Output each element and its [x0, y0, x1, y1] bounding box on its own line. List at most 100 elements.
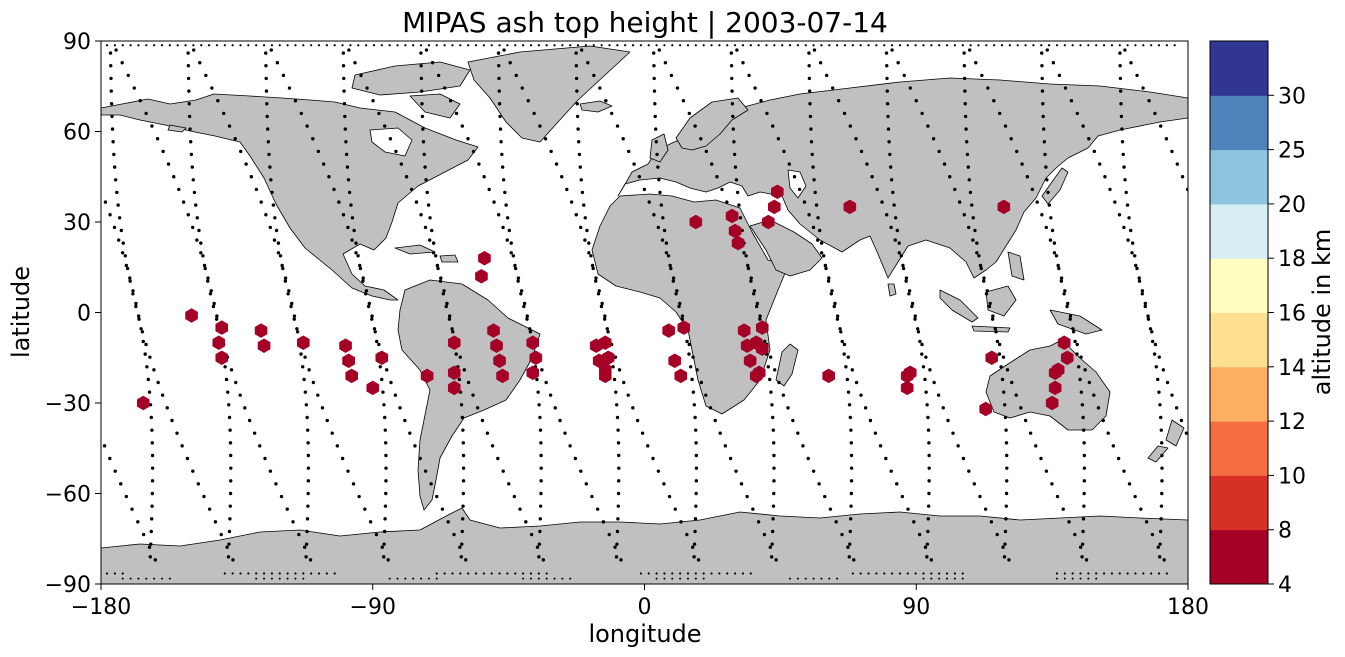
- ash-detection-marker: [752, 365, 766, 381]
- track-point: [150, 441, 154, 445]
- track-point: [671, 572, 674, 575]
- track-point: [731, 127, 736, 131]
- track-point: [373, 330, 377, 334]
- track-point: [693, 124, 697, 128]
- track-point: [1150, 330, 1154, 334]
- track-point: [1082, 479, 1087, 483]
- track-point: [467, 572, 470, 575]
- track-point: [306, 441, 310, 445]
- track-point: [305, 415, 309, 420]
- track-point: [1032, 44, 1035, 47]
- track-point: [529, 532, 534, 537]
- track-point: [501, 469, 505, 473]
- ash-detection-marker: [185, 308, 198, 323]
- ash-detection-marker: [529, 350, 543, 366]
- track-point: [930, 572, 933, 575]
- track-point: [1156, 377, 1160, 382]
- track-point: [652, 51, 656, 55]
- track-point: [545, 577, 548, 580]
- land-java: [971, 325, 1011, 333]
- track-point: [773, 368, 777, 372]
- track-point: [906, 572, 909, 575]
- track-point: [265, 102, 269, 106]
- track-point: [828, 44, 831, 47]
- track-point: [608, 44, 611, 47]
- track-point: [664, 251, 669, 255]
- track-point: [926, 529, 930, 534]
- track-point: [424, 178, 428, 182]
- track-point: [306, 466, 311, 470]
- track-point: [865, 162, 869, 166]
- track-point: [358, 263, 362, 268]
- track-point: [811, 469, 816, 473]
- track-point: [651, 456, 655, 461]
- track-point: [616, 491, 621, 496]
- track-point: [884, 213, 889, 217]
- track-point: [1056, 263, 1060, 268]
- track-point: [680, 314, 685, 318]
- colorbar-tick-label: 25: [1278, 139, 1306, 164]
- track-point: [287, 289, 291, 293]
- track-point: [442, 86, 447, 90]
- track-point: [890, 48, 894, 52]
- track-point: [186, 51, 190, 55]
- track-point: [141, 532, 146, 537]
- ash-detection-marker: [257, 338, 271, 353]
- track-point: [194, 203, 198, 207]
- track-point: [195, 238, 199, 242]
- track-point: [359, 73, 363, 78]
- land-new-guinea: [1049, 309, 1103, 335]
- track-point: [141, 339, 145, 344]
- track-point: [124, 494, 129, 499]
- track-point: [1142, 572, 1145, 575]
- track-point: [139, 327, 143, 331]
- track-point: [587, 241, 591, 245]
- colorbar-bin: [1210, 149, 1268, 205]
- track-point: [1153, 342, 1158, 347]
- track-point: [1098, 162, 1102, 166]
- track-point: [655, 577, 658, 580]
- track-point: [1071, 572, 1074, 575]
- ash-detection-marker: [903, 365, 917, 381]
- track-point: [1130, 251, 1134, 255]
- y-tick-label: −30: [45, 392, 91, 417]
- track-point: [504, 203, 508, 207]
- track-point: [460, 124, 465, 128]
- track-point: [192, 190, 197, 195]
- track-point: [263, 456, 267, 461]
- track-point: [234, 380, 238, 385]
- track-point: [771, 415, 775, 420]
- track-point: [346, 469, 350, 473]
- track-point: [185, 456, 190, 461]
- track-point: [812, 577, 815, 580]
- track-point: [806, 456, 810, 461]
- track-point: [1069, 99, 1074, 103]
- track-point: [953, 187, 957, 192]
- track-point: [166, 162, 171, 166]
- track-point: [305, 517, 310, 521]
- track-point: [299, 111, 304, 116]
- track-point: [888, 165, 893, 169]
- track-point: [1118, 89, 1123, 93]
- track-point: [460, 517, 465, 521]
- track-point: [991, 314, 995, 318]
- track-point: [255, 44, 258, 47]
- track-point: [995, 532, 999, 537]
- track-point: [631, 406, 635, 410]
- track-point: [307, 368, 311, 372]
- track-point: [977, 254, 981, 258]
- track-point: [176, 44, 179, 47]
- track-point: [1057, 73, 1062, 78]
- track-point: [927, 491, 931, 496]
- plot-area: [100, 40, 1189, 585]
- track-point: [601, 520, 606, 524]
- track-point: [150, 453, 155, 458]
- track-point: [539, 441, 543, 445]
- track-point: [681, 99, 686, 103]
- track-point: [1157, 44, 1161, 47]
- track-point: [435, 572, 438, 575]
- track-point: [782, 149, 786, 154]
- track-point: [1106, 431, 1110, 435]
